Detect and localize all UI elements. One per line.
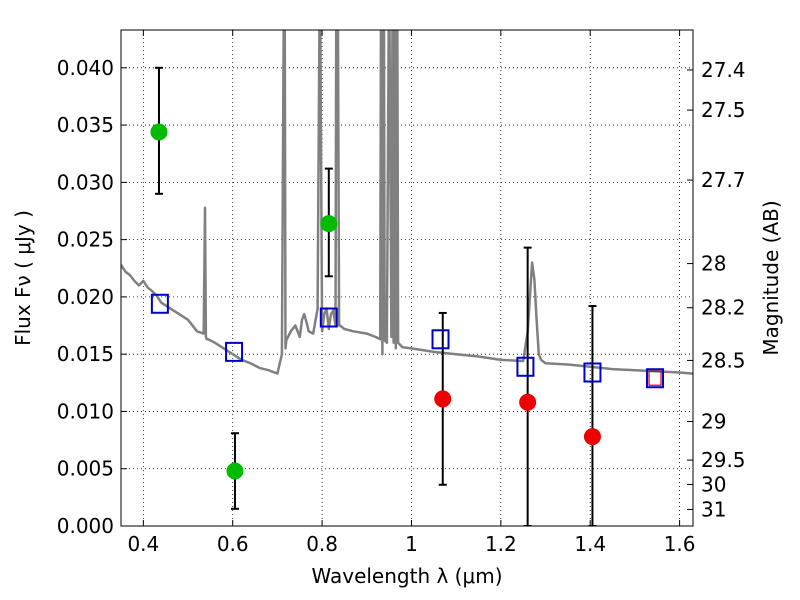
data-marks [150,66,665,526]
y-tick-label: 0.000 [57,514,114,538]
y2-tick-label: 29.5 [701,448,746,472]
y2-tick-label: 28.5 [701,348,746,372]
x-tick-label: 0.4 [127,532,159,556]
flux-point [434,390,452,408]
model-square [225,341,244,362]
plot-background [121,30,693,526]
y2-tick-label: 27.4 [701,58,746,82]
x-tick-label: 0.6 [217,532,249,556]
y-tick-label: 0.030 [57,170,114,194]
model-square [319,307,338,328]
y2-tick-label: 27.7 [701,168,746,192]
y-tick-label: 0.025 [57,228,114,252]
y2-tick-label: 30 [701,472,726,496]
flux-point [583,428,601,446]
y2-tick-label: 28 [701,252,726,276]
plot-frame [120,29,694,527]
y2-tick-label: 27.5 [701,98,746,122]
template-spectrum-line [121,30,693,375]
model-square-inner [648,370,662,386]
flux-point [150,123,168,141]
flux-point [519,393,537,411]
axis-ticks: 0.4 0.6 0.8 1 1.2 1.4 1.6 0.000 0.005 0.010 0.015 0… [57,30,746,556]
y-tick-label: 0.020 [57,285,114,309]
y2-tick-label: 28.2 [701,296,746,320]
x-tick-label: 1.2 [485,532,517,556]
y-tick-label: 0.010 [57,399,114,423]
y2-tick-label: 29 [701,410,726,434]
y-axis-label: Flux Fν ( μJy ) [11,210,35,346]
y-tick-label: 0.035 [57,113,114,137]
x-tick-label: 1.6 [664,532,696,556]
y2-axis-label: Magnitude (AB) [759,200,783,355]
y-tick-label: 0.040 [57,56,114,80]
x-tick-label: 1.4 [574,532,606,556]
y-tick-label: 0.005 [57,457,114,481]
x-axis-label: Wavelength λ (μm) [311,564,502,588]
x-tick-label: 0.8 [306,532,338,556]
model-square [150,293,169,314]
model-square [516,356,535,377]
model-square [583,362,602,383]
x-tick-label: 1 [405,532,418,556]
y2-tick-label: 31 [701,497,726,521]
y-tick-label: 0.015 [57,342,114,366]
plot-area [121,30,693,526]
model-square [646,368,665,389]
flux-point [320,215,338,233]
model-square [431,329,450,350]
flux-point [226,462,244,480]
